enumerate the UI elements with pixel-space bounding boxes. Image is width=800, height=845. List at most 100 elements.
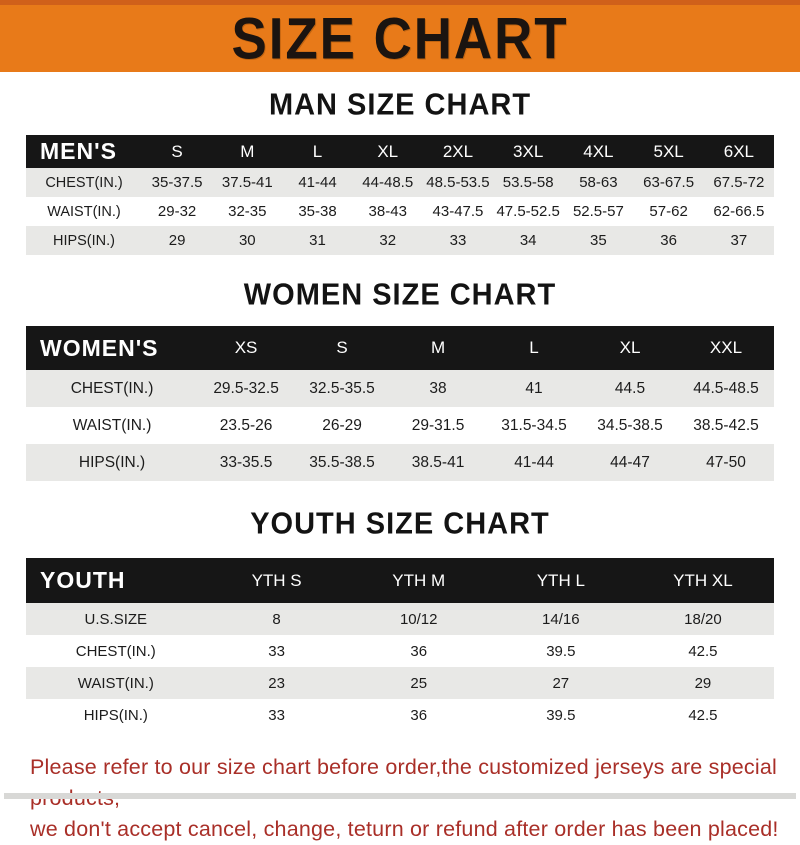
size-value-cell: 47-50 (678, 444, 774, 481)
size-table-row: CHEST(IN.) 29.5-32.5 32.5-35.5 38 41 44.5 44.5… (26, 370, 774, 407)
size-table-row: WAIST(IN.) 23 25 27 29 (26, 667, 774, 699)
size-group-label: MEN'S (26, 135, 142, 168)
size-group-label: WOMEN'S (26, 326, 199, 370)
size-value-cell: 41 (486, 370, 583, 407)
size-value-cell: 23 (205, 667, 348, 699)
size-value-cell: 36 (347, 699, 490, 731)
size-column-header: XS (198, 326, 295, 370)
size-value-cell: 14/16 (489, 603, 632, 635)
size-value-cell: 38 (390, 370, 487, 407)
size-value-cell: 23.5-26 (198, 407, 295, 444)
size-column-header: XXL (678, 326, 774, 370)
size-column-header: YTH XL (631, 558, 774, 603)
banner-title: SIZE CHART (231, 6, 569, 71)
size-value-cell: 57-62 (633, 197, 704, 226)
size-value-cell: 35-38 (282, 197, 353, 226)
size-value-cell: 31 (282, 226, 353, 255)
size-value-cell: 52.5-57 (563, 197, 634, 226)
size-value-cell: 29.5-32.5 (198, 370, 295, 407)
size-value-cell: 38-43 (352, 197, 423, 226)
size-value-cell: 34.5-38.5 (582, 407, 678, 444)
size-value-cell: 35.5-38.5 (294, 444, 391, 481)
size-value-cell: 30 (212, 226, 283, 255)
size-value-cell: 32.5-35.5 (294, 370, 391, 407)
size-value-cell: 31.5-34.5 (486, 407, 583, 444)
measurement-label: CHEST(IN.) (26, 370, 199, 407)
size-value-cell: 33-35.5 (198, 444, 295, 481)
youth-size-table: YOUTH YTH S YTH M YTH L YTH XL U.S.SIZE 8 10/12… (26, 558, 774, 731)
size-table-row: CHEST(IN.) 33 36 39.5 42.5 (26, 635, 774, 667)
men-size-table: MEN'S S M L XL 2XL 3XL 4XL 5XL 6XL CHEST(IN.) 35-37… (26, 135, 774, 255)
size-value-cell: 27 (489, 667, 632, 699)
size-value-cell: 29 (141, 226, 213, 255)
size-value-cell: 25 (347, 667, 490, 699)
size-value-cell: 33 (205, 635, 348, 667)
size-value-cell: 53.5-58 (493, 168, 564, 197)
size-value-cell: 39.5 (489, 635, 632, 667)
size-value-cell: 43-47.5 (422, 197, 494, 226)
size-value-cell: 41-44 (486, 444, 583, 481)
size-table-header-row: WOMEN'S XS S M L XL XXL (26, 326, 774, 370)
size-group-label: YOUTH (26, 558, 206, 603)
size-value-cell: 47.5-52.5 (493, 197, 564, 226)
size-value-cell: 44-48.5 (352, 168, 423, 197)
size-value-cell: 42.5 (631, 699, 774, 731)
measurement-label: WAIST(IN.) (26, 407, 199, 444)
youth-size-chart-title: YOUTH SIZE CHART (250, 507, 550, 541)
size-value-cell: 44.5 (582, 370, 678, 407)
size-chart-banner: SIZE CHART (0, 0, 800, 72)
size-column-header: 5XL (633, 135, 704, 168)
size-table-row: HIPS(IN.) 33-35.5 35.5-38.5 38.5-41 41-44 44-… (26, 444, 774, 481)
size-value-cell: 26-29 (294, 407, 391, 444)
size-column-header: 4XL (563, 135, 634, 168)
size-column-header: 2XL (422, 135, 494, 168)
size-column-header: M (390, 326, 487, 370)
size-value-cell: 35 (563, 226, 634, 255)
size-column-header: S (294, 326, 391, 370)
size-table-header-row: YOUTH YTH S YTH M YTH L YTH XL (26, 558, 774, 603)
size-value-cell: 35-37.5 (141, 168, 213, 197)
size-table-row: HIPS(IN.) 33 36 39.5 42.5 (26, 699, 774, 731)
women-size-section: WOMEN SIZE CHART WOMEN'S XS S M L XL XXL CHEST(… (0, 278, 800, 481)
size-column-header: 6XL (703, 135, 774, 168)
measurement-label: HIPS(IN.) (26, 226, 142, 255)
size-table-row: WAIST(IN.) 29-32 32-35 35-38 38-43 43-47.5 47.… (26, 197, 774, 226)
size-value-cell: 63-67.5 (633, 168, 704, 197)
women-size-chart-title: WOMEN SIZE CHART (243, 278, 557, 312)
size-column-header: L (282, 135, 353, 168)
size-column-header: 3XL (493, 135, 564, 168)
size-table-header-row: MEN'S S M L XL 2XL 3XL 4XL 5XL 6XL (26, 135, 774, 168)
youth-size-section: YOUTH SIZE CHART YOUTH YTH S YTH M YTH L YTH… (0, 507, 800, 731)
bottom-edge-strip (4, 793, 796, 799)
size-value-cell: 36 (633, 226, 704, 255)
measurement-label: WAIST(IN.) (26, 197, 142, 226)
size-value-cell: 37 (703, 226, 774, 255)
size-value-cell: 32 (352, 226, 423, 255)
size-column-header: YTH S (205, 558, 348, 603)
size-value-cell: 44.5-48.5 (678, 370, 774, 407)
size-value-cell: 41-44 (282, 168, 353, 197)
man-size-chart-title: MAN SIZE CHART (268, 88, 532, 122)
size-value-cell: 29-31.5 (390, 407, 487, 444)
size-value-cell: 48.5-53.5 (422, 168, 494, 197)
size-table-row: WAIST(IN.) 23.5-26 26-29 29-31.5 31.5-34.5 34… (26, 407, 774, 444)
size-value-cell: 38.5-41 (390, 444, 487, 481)
size-table-row: CHEST(IN.) 35-37.5 37.5-41 41-44 44-48.5 48.5… (26, 168, 774, 197)
size-value-cell: 62-66.5 (703, 197, 774, 226)
measurement-label: CHEST(IN.) (26, 635, 206, 667)
disclaimer-line-1: Please refer to our size chart before or… (30, 755, 777, 810)
size-value-cell: 18/20 (631, 603, 774, 635)
measurement-label: HIPS(IN.) (26, 699, 206, 731)
size-value-cell: 37.5-41 (212, 168, 283, 197)
size-value-cell: 33 (205, 699, 348, 731)
size-value-cell: 32-35 (212, 197, 283, 226)
size-value-cell: 58-63 (563, 168, 634, 197)
size-value-cell: 29-32 (141, 197, 213, 226)
size-value-cell: 44-47 (582, 444, 678, 481)
size-value-cell: 36 (347, 635, 490, 667)
measurement-label: U.S.SIZE (26, 603, 206, 635)
measurement-label: HIPS(IN.) (26, 444, 199, 481)
size-column-header: M (212, 135, 283, 168)
size-value-cell: 67.5-72 (703, 168, 774, 197)
size-table-row: HIPS(IN.) 29 30 31 32 33 34 35 36 37 (26, 226, 774, 255)
